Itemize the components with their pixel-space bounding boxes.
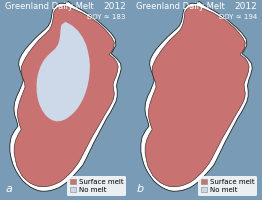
Text: DOY ≈ 183: DOY ≈ 183 (88, 14, 126, 20)
Polygon shape (141, 1, 252, 191)
Text: 2012: 2012 (103, 2, 126, 11)
Text: Greenland Daily Melt: Greenland Daily Melt (136, 2, 225, 11)
Polygon shape (36, 22, 90, 121)
Polygon shape (14, 6, 118, 187)
Text: b: b (136, 184, 143, 194)
Text: DOY ≈ 194: DOY ≈ 194 (219, 14, 257, 20)
Legend: Surface melt, No melt: Surface melt, No melt (67, 176, 126, 196)
Polygon shape (10, 1, 121, 191)
Polygon shape (145, 6, 249, 187)
Text: a: a (5, 184, 12, 194)
Legend: Surface melt, No melt: Surface melt, No melt (198, 176, 257, 196)
Text: Greenland Daily Melt: Greenland Daily Melt (5, 2, 94, 11)
Text: 2012: 2012 (234, 2, 257, 11)
